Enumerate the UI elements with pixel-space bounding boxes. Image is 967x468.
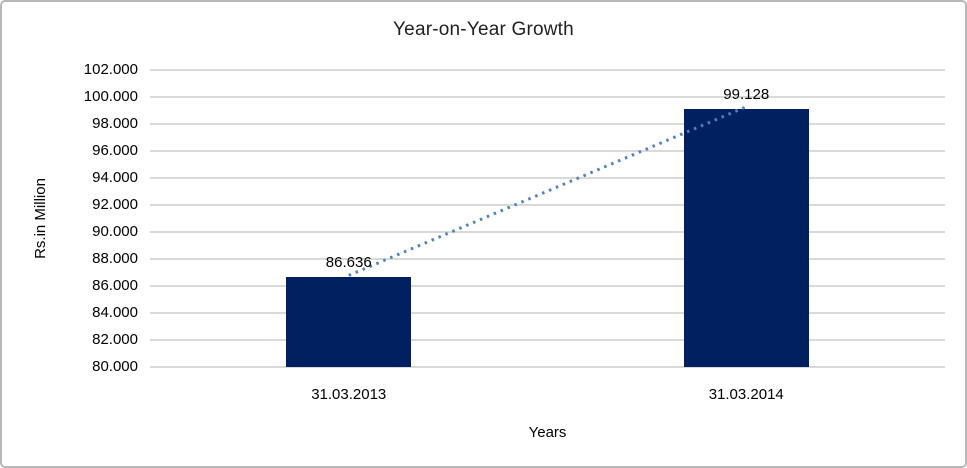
gridline (150, 285, 945, 287)
y-axis-title: Rs.in Million (31, 178, 49, 259)
y-tick-label: 86.000 (92, 277, 138, 294)
data-label: 86.636 (325, 254, 372, 272)
gridline (150, 123, 945, 125)
y-tick-label: 80.000 (92, 358, 138, 375)
y-tick-label: 94.000 (92, 169, 138, 186)
gridline (150, 366, 945, 368)
y-tick-label: 84.000 (92, 304, 138, 321)
gridline (150, 69, 945, 71)
chart-title: Year-on-Year Growth (393, 19, 574, 40)
gridline (150, 312, 945, 314)
gridline (150, 339, 945, 341)
x-tick-label: 31.03.2013 (311, 386, 387, 403)
y-tick-label: 92.000 (92, 196, 138, 213)
y-tick-label: 90.000 (92, 223, 138, 240)
trendline (348, 105, 747, 277)
gridline (150, 96, 945, 98)
gridline (150, 177, 945, 179)
y-tick-label: 98.000 (92, 115, 138, 132)
bar-31.03.2014 (683, 108, 809, 367)
y-tick-label: 88.000 (92, 250, 138, 267)
gridline (150, 204, 945, 206)
data-label: 99.128 (723, 85, 770, 103)
plot-area (150, 69, 945, 368)
gridline (150, 231, 945, 233)
gridline (150, 258, 945, 260)
y-tick-label: 100.000 (83, 88, 138, 105)
bar-31.03.2013 (286, 277, 412, 367)
y-tick-label: 96.000 (92, 142, 138, 159)
x-axis-title: Years (528, 424, 567, 441)
gridline (150, 150, 945, 152)
y-tick-label: 102.000 (83, 61, 138, 78)
x-tick-label: 31.03.2014 (708, 386, 784, 403)
y-tick-label: 82.000 (92, 331, 138, 348)
